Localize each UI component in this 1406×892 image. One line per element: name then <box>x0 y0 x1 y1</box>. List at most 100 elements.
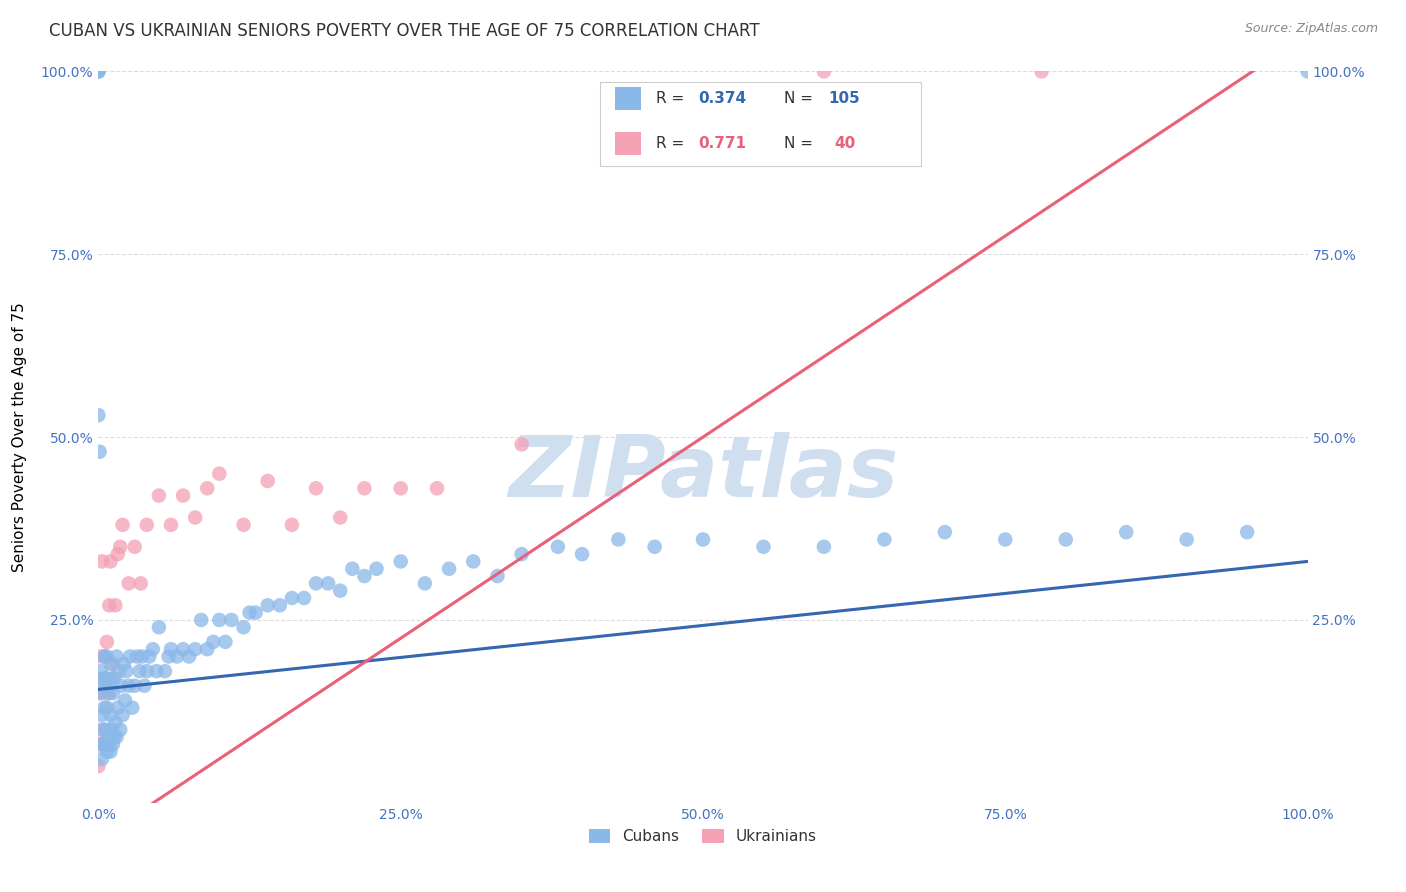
Cubans <box>486 569 509 583</box>
Cubans <box>413 576 436 591</box>
Cubans <box>87 64 110 78</box>
Ukrainians <box>426 481 449 495</box>
Cubans <box>692 533 714 547</box>
Text: 105: 105 <box>828 91 860 106</box>
Cubans <box>124 679 146 693</box>
Cubans <box>93 700 115 714</box>
FancyBboxPatch shape <box>614 87 641 110</box>
Cubans <box>105 730 128 744</box>
Cubans <box>214 635 236 649</box>
Cubans <box>342 562 364 576</box>
Ukrainians <box>208 467 231 481</box>
Cubans <box>98 737 121 751</box>
Text: 0.374: 0.374 <box>699 91 747 106</box>
FancyBboxPatch shape <box>614 132 641 155</box>
Cubans <box>166 649 188 664</box>
Cubans <box>91 708 114 723</box>
Cubans <box>184 642 207 657</box>
Ukrainians <box>329 510 352 524</box>
Ukrainians <box>97 686 120 700</box>
Text: Source: ZipAtlas.com: Source: ZipAtlas.com <box>1244 22 1378 36</box>
Cubans <box>118 679 141 693</box>
Cubans <box>135 664 157 678</box>
Cubans <box>96 745 118 759</box>
Cubans <box>127 649 149 664</box>
Ukrainians <box>135 517 157 532</box>
Text: R =: R = <box>655 91 689 106</box>
Ukrainians <box>195 481 218 495</box>
Ukrainians <box>93 649 115 664</box>
Ukrainians <box>510 437 533 451</box>
Cubans <box>94 723 117 737</box>
Cubans <box>100 745 122 759</box>
Cubans <box>510 547 533 561</box>
Cubans <box>366 562 388 576</box>
Cubans <box>571 547 593 561</box>
Cubans <box>245 606 267 620</box>
Cubans <box>256 599 278 613</box>
Cubans <box>329 583 352 598</box>
Cubans <box>100 723 122 737</box>
Ukrainians <box>118 576 141 591</box>
Ukrainians <box>91 554 114 568</box>
Cubans <box>607 533 630 547</box>
Cubans <box>100 672 122 686</box>
Cubans <box>89 686 111 700</box>
Ukrainians <box>94 672 117 686</box>
Ukrainians <box>111 517 134 532</box>
Cubans <box>389 554 412 568</box>
Cubans <box>94 672 117 686</box>
Cubans <box>89 444 111 458</box>
Cubans <box>110 679 132 693</box>
Cubans <box>96 700 118 714</box>
Cubans <box>118 649 141 664</box>
Cubans <box>145 664 167 678</box>
Cubans <box>305 576 328 591</box>
Cubans <box>1115 525 1137 540</box>
Cubans <box>179 649 201 664</box>
Cubans <box>208 613 231 627</box>
Cubans <box>87 64 110 78</box>
Ukrainians <box>813 64 835 78</box>
Cubans <box>547 540 569 554</box>
Cubans <box>93 649 115 664</box>
Cubans <box>121 700 143 714</box>
Cubans <box>157 649 180 664</box>
Ukrainians <box>90 649 112 664</box>
Cubans <box>100 657 122 671</box>
Cubans <box>104 715 127 730</box>
Cubans <box>437 562 460 576</box>
Ukrainians <box>184 510 207 524</box>
Ukrainians <box>148 489 170 503</box>
Cubans <box>115 664 138 678</box>
Text: 0.771: 0.771 <box>699 136 747 152</box>
Text: N =: N = <box>785 136 818 152</box>
FancyBboxPatch shape <box>600 82 921 167</box>
Cubans <box>934 525 956 540</box>
Ukrainians <box>89 737 111 751</box>
Cubans <box>112 657 135 671</box>
Cubans <box>111 708 134 723</box>
Cubans <box>316 576 339 591</box>
Cubans <box>1054 533 1077 547</box>
Cubans <box>994 533 1017 547</box>
Cubans <box>813 540 835 554</box>
Ukrainians <box>89 686 111 700</box>
Cubans <box>281 591 304 605</box>
Text: ZIPatlas: ZIPatlas <box>508 432 898 516</box>
Ukrainians <box>389 481 412 495</box>
Cubans <box>98 686 121 700</box>
Ukrainians <box>96 635 118 649</box>
Cubans <box>292 591 315 605</box>
Ukrainians <box>98 599 121 613</box>
Cubans <box>128 664 150 678</box>
Cubans <box>221 613 243 627</box>
Cubans <box>87 64 110 78</box>
Text: R =: R = <box>655 136 689 152</box>
Legend: Cubans, Ukrainians: Cubans, Ukrainians <box>583 822 823 850</box>
Cubans <box>1296 64 1319 78</box>
Ukrainians <box>129 576 152 591</box>
Cubans <box>269 599 291 613</box>
Cubans <box>101 686 124 700</box>
Cubans <box>108 723 131 737</box>
